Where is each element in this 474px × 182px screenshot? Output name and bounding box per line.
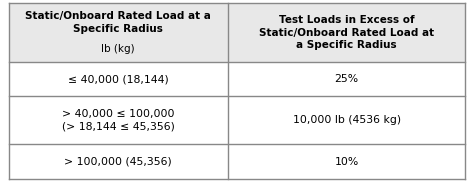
Bar xyxy=(228,62,465,96)
Bar xyxy=(228,3,465,62)
Bar xyxy=(9,145,228,179)
Bar xyxy=(228,96,465,145)
Text: lb (kg): lb (kg) xyxy=(101,44,135,54)
Bar xyxy=(9,96,228,145)
Text: ≤ 40,000 (18,144): ≤ 40,000 (18,144) xyxy=(68,74,169,84)
Text: Static/Onboard Rated Load at a
Specific Radius: Static/Onboard Rated Load at a Specific … xyxy=(25,11,211,34)
Text: > 100,000 (45,356): > 100,000 (45,356) xyxy=(64,157,172,167)
Text: 10,000 lb (4536 kg): 10,000 lb (4536 kg) xyxy=(292,115,401,125)
Bar xyxy=(228,145,465,179)
Text: Test Loads in Excess of
Static/Onboard Rated Load at
a Specific Radius: Test Loads in Excess of Static/Onboard R… xyxy=(259,15,434,50)
Text: 25%: 25% xyxy=(335,74,359,84)
Text: > 40,000 ≤ 100,000
(> 18,144 ≤ 45,356): > 40,000 ≤ 100,000 (> 18,144 ≤ 45,356) xyxy=(62,109,174,132)
Bar xyxy=(9,3,228,62)
Text: 10%: 10% xyxy=(335,157,359,167)
Bar xyxy=(9,62,228,96)
